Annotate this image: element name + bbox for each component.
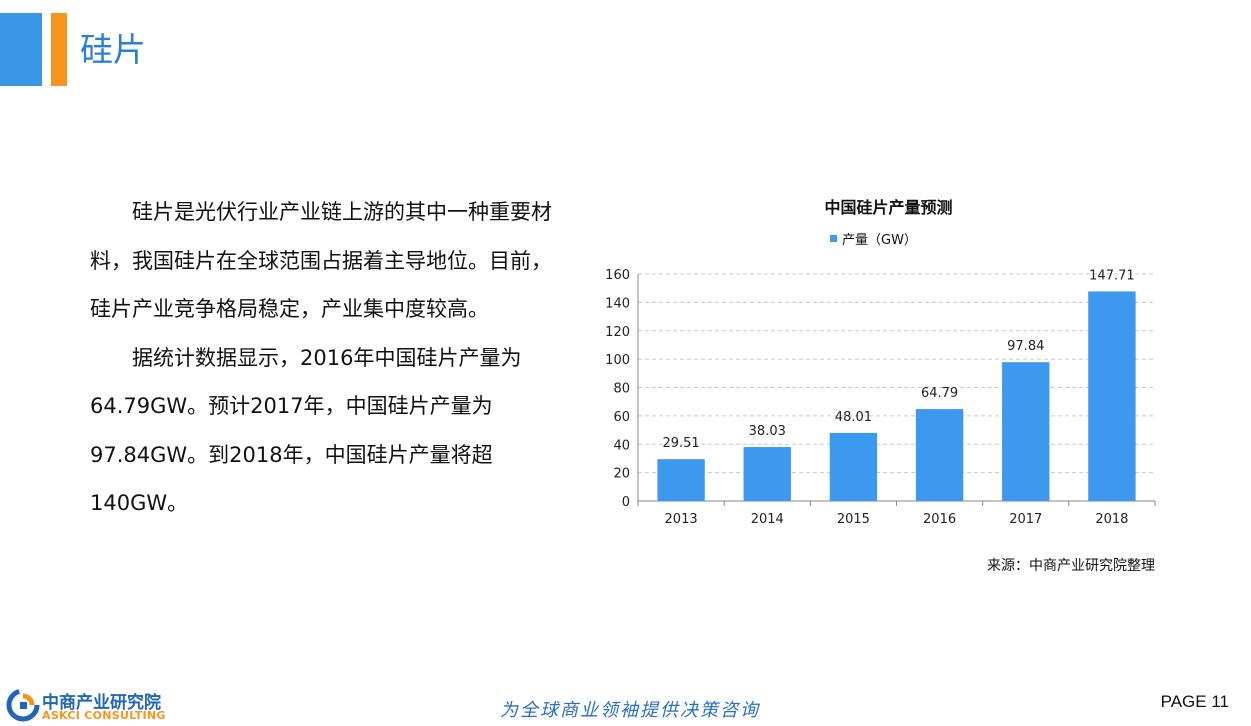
y-tick-label: 20 [613, 467, 630, 482]
data-label: 48.01 [835, 410, 872, 425]
bar [1002, 362, 1050, 501]
y-tick-label: 100 [605, 353, 630, 368]
footer-slogan: 为全球商业领袖提供决策咨询 [500, 700, 760, 721]
logo-mark-icon [6, 688, 40, 722]
body-text: 硅片是光伏行业产业链上游的其中一种重要材料，我国硅片在全球范围占据着主导地位。目… [90, 188, 568, 528]
legend-swatch [830, 235, 837, 242]
chart-title: 中国硅片产量预测 [824, 198, 952, 217]
data-label: 64.79 [921, 386, 958, 401]
y-tick-label: 40 [613, 438, 630, 453]
logo-name-cn: 中商产业研究院 [42, 693, 161, 713]
page-title: 硅片 [80, 30, 146, 69]
data-label: 97.84 [1007, 339, 1044, 354]
y-tick-label: 160 [605, 268, 630, 283]
y-tick-label: 0 [622, 495, 630, 510]
bar [743, 447, 791, 501]
chart-container: 中国硅片产量预测产量（GW） 0 20 40 60 80 100 120 140 160 29.51… [590, 188, 1170, 588]
title-accent-blue [0, 13, 42, 86]
paragraph-stats: 据统计数据显示，2016年中国硅片产量为64.79GW。预计2017年，中国硅片… [90, 345, 522, 516]
paragraph-intro: 硅片是光伏行业产业链上游的其中一种重要材料，我国硅片在全球范围占据着主导地位。目… [90, 200, 552, 321]
title-accent-orange [51, 13, 67, 86]
y-tick-label: 60 [613, 410, 630, 425]
y-tick-label: 80 [613, 382, 630, 397]
data-label: 38.03 [749, 424, 786, 439]
y-tick-label: 140 [605, 296, 630, 311]
x-tick-label: 2015 [837, 512, 870, 527]
bar [829, 432, 878, 501]
legend-label: 产量（GW） [842, 233, 917, 248]
y-tick-label: 120 [605, 325, 630, 340]
bar [915, 409, 964, 501]
data-label: 29.51 [662, 436, 699, 451]
bar [657, 459, 705, 501]
data-label: 147.71 [1089, 268, 1135, 283]
chart-source: 来源：中商产业研究院整理 [987, 558, 1155, 574]
page-number: PAGE 11 [1160, 692, 1229, 711]
x-tick-label: 2018 [1095, 512, 1128, 527]
x-tick-label: 2014 [751, 512, 784, 527]
bar [1088, 291, 1136, 501]
logo-name-en: ASKCI CONSULTING [42, 709, 166, 722]
x-tick-label: 2013 [665, 512, 698, 527]
x-tick-label: 2016 [923, 512, 956, 527]
x-tick-label: 2017 [1009, 512, 1042, 527]
company-logo: 中商产业研究院 ASKCI CONSULTING [6, 686, 206, 726]
